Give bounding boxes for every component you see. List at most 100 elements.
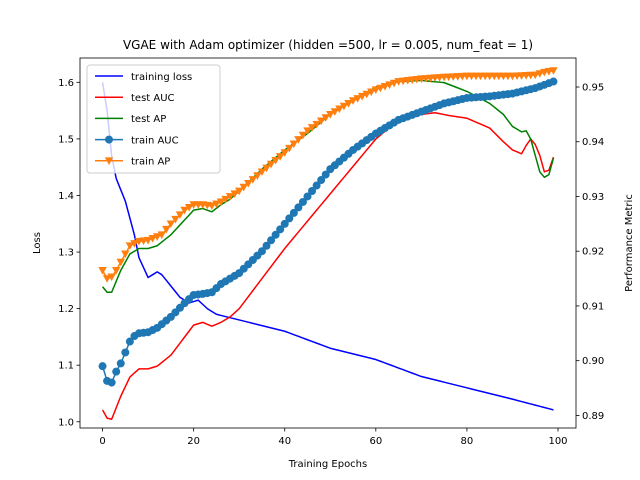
train-ap-marker — [143, 236, 153, 245]
train-ap-marker — [330, 108, 340, 116]
train-ap-marker — [180, 206, 189, 215]
train-ap-marker — [257, 168, 267, 177]
train-ap-marker — [130, 240, 139, 248]
train-ap-marker — [234, 187, 244, 196]
y-right-tick-label: 0.94 — [582, 137, 604, 148]
train-auc-marker — [257, 247, 266, 256]
train-ap-marker — [244, 179, 253, 188]
train-auc-marker — [125, 337, 134, 346]
train-ap-marker — [385, 81, 394, 90]
train-auc-marker — [549, 77, 558, 86]
y-left-tick-label: 1.0 — [58, 417, 74, 428]
legend-label: test AUC — [131, 93, 175, 104]
y-axis-right-title: Performance Metric — [624, 194, 635, 292]
train-ap-marker — [162, 225, 171, 234]
train-ap-marker — [285, 144, 294, 153]
train-ap-marker — [153, 233, 162, 241]
train-ap-marker — [357, 92, 367, 101]
train-auc-marker — [294, 203, 303, 212]
train-ap-marker — [171, 215, 180, 224]
train-ap-marker — [298, 131, 308, 140]
legend-label: train AUC — [131, 135, 179, 146]
y-left-tick-label: 1.1 — [58, 361, 74, 372]
x-tick-label: 60 — [369, 436, 382, 447]
train-auc-marker — [98, 362, 107, 371]
train-ap-marker — [148, 235, 157, 243]
train-auc-marker — [298, 197, 307, 206]
train-ap-marker — [216, 198, 226, 207]
train-auc-marker — [303, 192, 312, 201]
x-tick-label: 0 — [99, 436, 105, 447]
x-axis-title: Training Epochs — [288, 459, 367, 470]
train-ap-marker — [166, 220, 176, 229]
train-ap-marker — [107, 273, 116, 282]
train-auc-marker — [289, 208, 298, 217]
x-tick-label: 80 — [461, 436, 474, 447]
y-right-tick-label: 0.89 — [582, 411, 604, 422]
train-ap-marker — [339, 102, 349, 111]
train-auc-marker — [321, 170, 330, 179]
train-ap-marker — [380, 83, 390, 91]
legend-box — [86, 64, 221, 174]
plot-markers — [98, 67, 558, 387]
train-ap-marker — [376, 84, 385, 93]
train-ap-marker — [389, 79, 399, 88]
legend-label: train AP — [131, 157, 170, 168]
y-axis-left: 1.0 1.1 1.2 1.3 1.4 1.5 1.6 — [58, 78, 80, 428]
train-ap-marker — [367, 88, 376, 97]
train-ap-marker — [230, 190, 239, 198]
train-auc-marker — [271, 230, 280, 239]
train-ap-marker — [221, 195, 230, 204]
y-left-tick-label: 1.5 — [58, 134, 74, 145]
train-ap-marker — [371, 86, 381, 94]
train-ap-marker — [312, 120, 321, 129]
train-ap-marker — [225, 193, 235, 201]
train-ap-marker — [112, 266, 121, 275]
test-auc-line — [101, 111, 555, 420]
x-tick-label: 100 — [548, 436, 567, 447]
x-axis: 0 20 40 60 80 100 — [99, 428, 568, 447]
train-ap-marker — [303, 127, 312, 135]
train-auc-marker — [317, 176, 326, 185]
y-axis-left-title: Loss — [32, 232, 43, 254]
train-ap-marker — [248, 176, 258, 184]
train-auc-marker — [112, 367, 121, 376]
train-ap-marker — [275, 153, 285, 161]
y-axis-right: 0.89 0.90 0.91 0.92 0.93 0.94 0.95 — [576, 83, 604, 422]
train-ap-marker — [102, 275, 112, 283]
y-right-tick-label: 0.95 — [582, 83, 604, 94]
legend-label: training loss — [131, 72, 192, 83]
train-ap-marker — [326, 110, 335, 119]
train-ap-marker — [280, 149, 289, 157]
y-left-tick-label: 1.3 — [58, 248, 74, 259]
y-left-tick-label: 1.6 — [58, 78, 74, 89]
train-ap-marker — [239, 183, 248, 192]
train-ap-marker — [289, 140, 299, 149]
train-auc-marker — [262, 241, 271, 250]
x-tick-label: 40 — [278, 436, 291, 447]
train-ap-marker — [266, 160, 276, 169]
train-auc-marker — [121, 348, 130, 357]
train-ap-marker — [116, 258, 125, 267]
legend: training loss test AUC test AP train AUC tra… — [86, 64, 221, 174]
y-right-tick-label: 0.91 — [582, 301, 604, 312]
train-auc-legend-marker — [105, 135, 113, 144]
train-ap-marker — [271, 156, 280, 165]
train-ap-marker — [98, 266, 107, 275]
train-auc-marker — [107, 378, 116, 387]
train-ap-marker — [157, 231, 166, 239]
train-ap-marker — [316, 117, 326, 126]
x-tick-label: 20 — [187, 436, 200, 447]
train-auc-marker — [116, 359, 125, 368]
y-right-tick-label: 0.93 — [582, 192, 604, 203]
train-ap-marker — [262, 164, 271, 173]
training-loss-line — [101, 82, 554, 411]
train-auc-marker — [280, 219, 289, 228]
train-auc-marker — [267, 236, 276, 245]
train-auc-marker — [285, 214, 294, 223]
plot-frame — [79, 57, 577, 429]
train-ap-marker — [184, 204, 194, 212]
train-ap-marker — [535, 70, 544, 78]
chart-title: VGAE with Adam optimizer (hidden =500, l… — [123, 38, 533, 52]
